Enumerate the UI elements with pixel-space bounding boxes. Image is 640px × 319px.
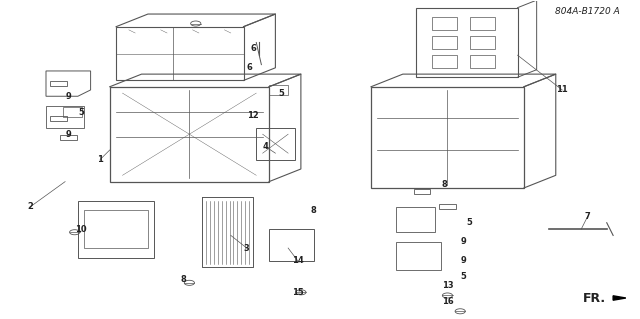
Text: 9: 9 [461,256,467,265]
Text: 12: 12 [247,111,259,120]
Polygon shape [613,296,626,300]
Text: 1: 1 [97,155,103,164]
Text: 7: 7 [585,212,591,221]
Text: 16: 16 [442,297,453,306]
Text: 14: 14 [292,256,303,265]
Text: 5: 5 [460,272,467,281]
Text: 3: 3 [244,243,250,253]
Text: 804A-B1720 A: 804A-B1720 A [555,7,620,16]
Text: 2: 2 [27,203,33,211]
Text: 13: 13 [442,281,453,291]
Text: 9: 9 [65,130,71,139]
Text: 6: 6 [250,44,256,53]
Text: 5: 5 [279,89,285,98]
Text: 5: 5 [467,218,473,227]
Text: 9: 9 [65,92,71,101]
Text: 8: 8 [311,206,317,215]
Text: 15: 15 [292,288,303,297]
Text: 5: 5 [78,108,84,116]
Text: 4: 4 [263,142,269,151]
Text: 10: 10 [76,225,87,234]
Text: 8: 8 [442,180,447,189]
Text: 11: 11 [556,85,568,94]
Text: 8: 8 [180,275,186,284]
Text: 9: 9 [461,237,467,246]
Text: 6: 6 [247,63,253,72]
Text: FR.: FR. [582,292,605,305]
